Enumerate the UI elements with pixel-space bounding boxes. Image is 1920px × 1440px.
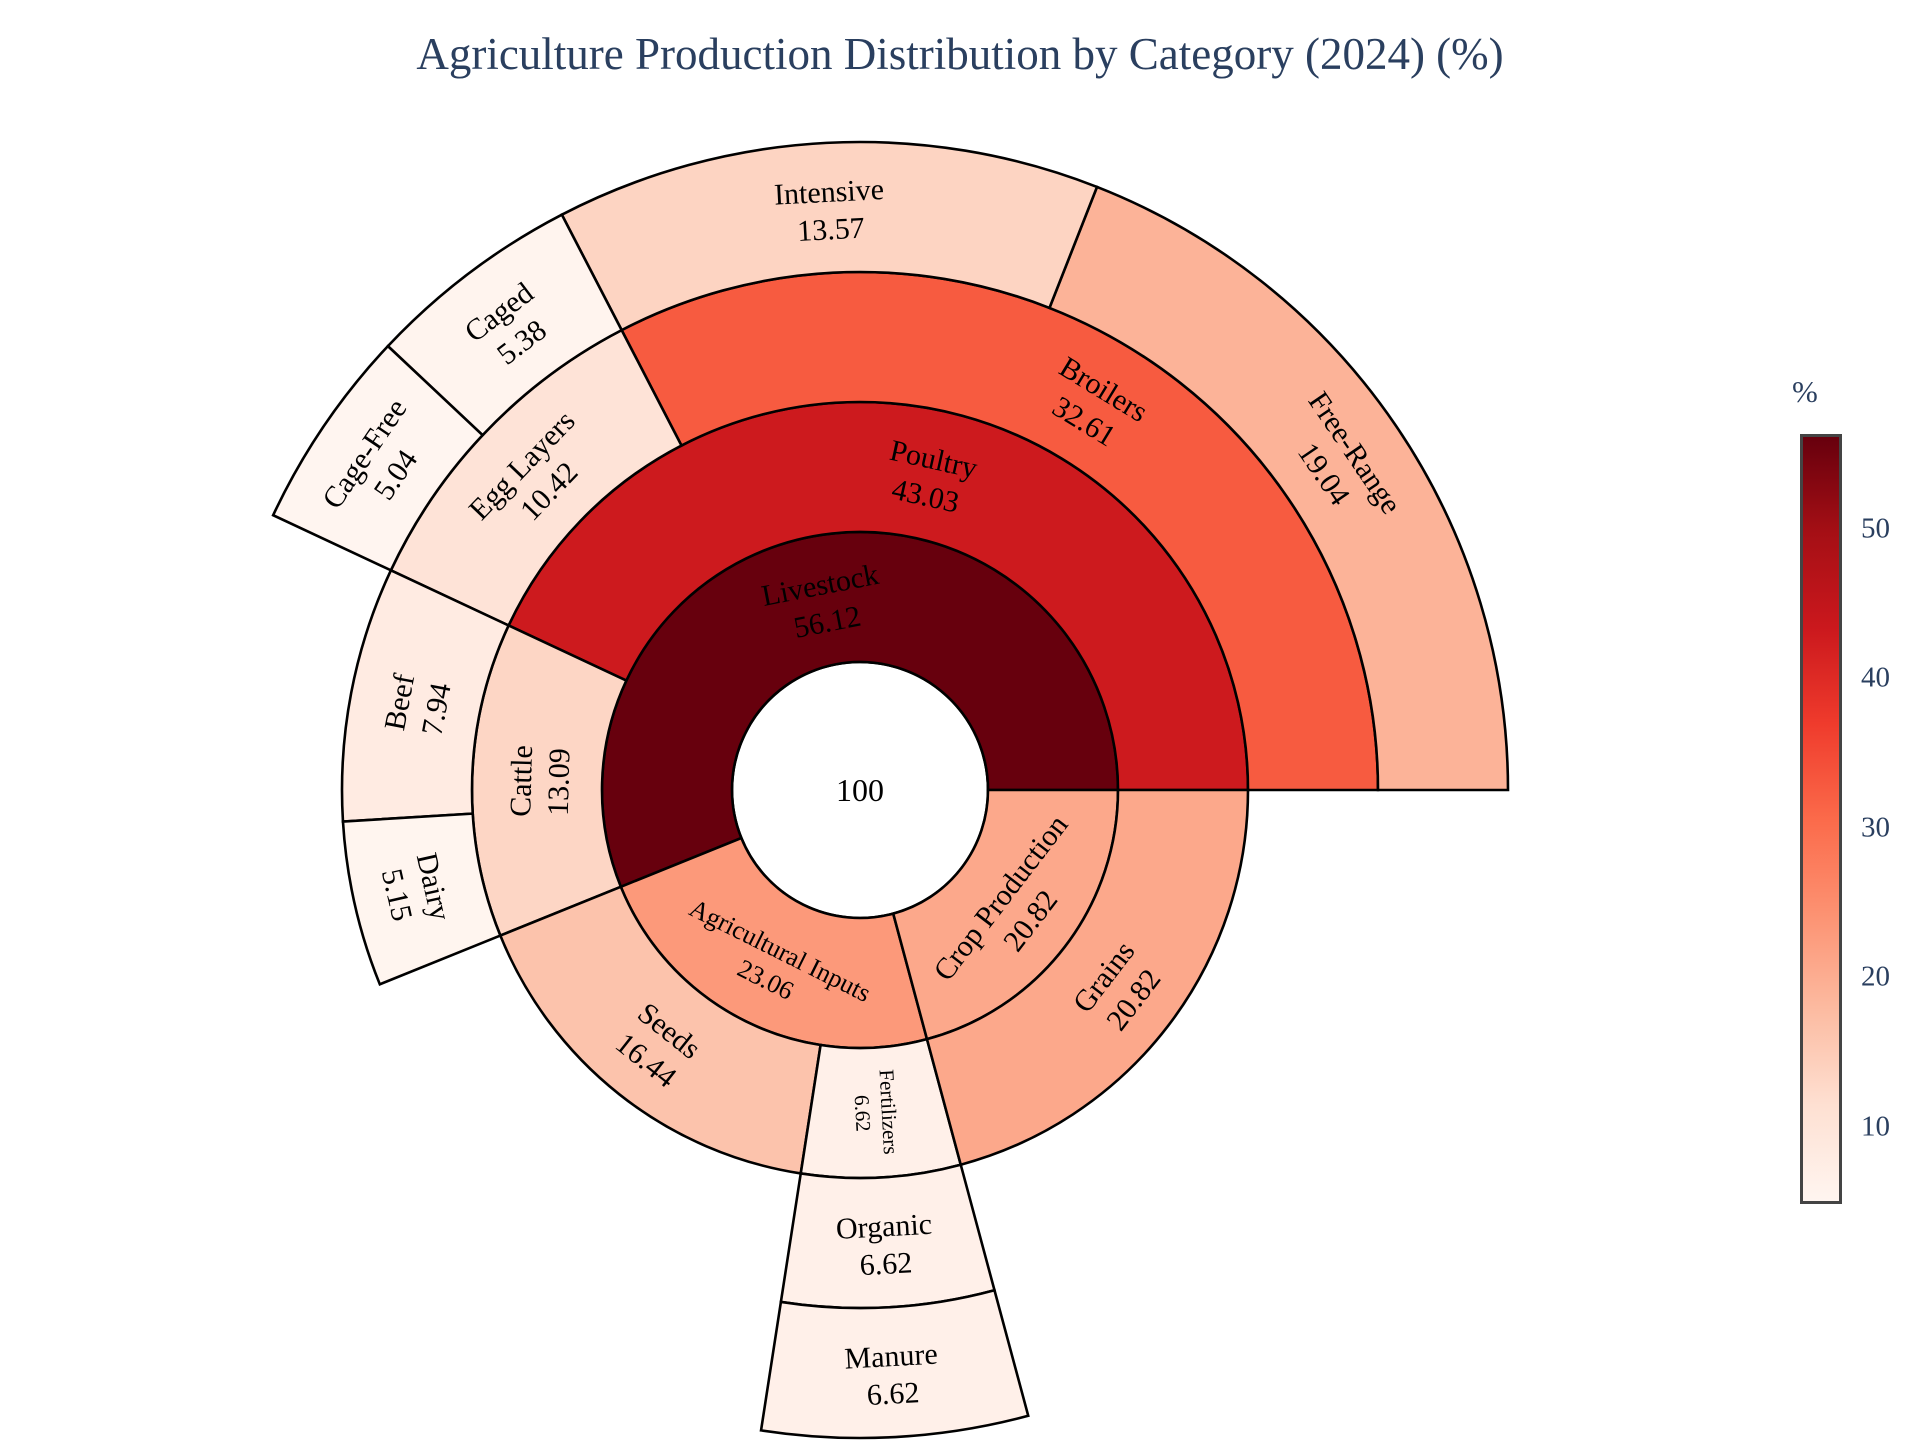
segment-label-intensive: Intensive bbox=[773, 173, 885, 212]
label-group-cattle: Cattle 13.09 bbox=[504, 745, 577, 817]
colorbar-tick-50: 50 bbox=[1861, 512, 1890, 544]
colorbar-tick-20: 20 bbox=[1861, 960, 1890, 993]
chart-title: Agriculture Production Distribution by C… bbox=[416, 29, 1504, 79]
colorbar-tick-10: 10 bbox=[1861, 1110, 1890, 1143]
colorbar-tick-40: 40 bbox=[1861, 661, 1890, 694]
segment-dairy[interactable] bbox=[341, 812, 503, 987]
segment-label-fertilizers: Fertilizers bbox=[874, 1069, 903, 1155]
segment-value-cattle: 13.09 bbox=[542, 748, 577, 816]
center-label: 100 bbox=[836, 772, 884, 808]
segment-label-cattle: Cattle bbox=[504, 745, 539, 817]
colorbar bbox=[1800, 434, 1842, 1204]
segment-manure[interactable] bbox=[759, 1288, 1030, 1440]
segment-cage-free[interactable] bbox=[271, 344, 485, 573]
colorbar-title: % bbox=[1792, 374, 1818, 409]
segment-label-organic: Organic bbox=[835, 1208, 933, 1246]
segment-value-organic: 6.62 bbox=[859, 1246, 913, 1282]
colorbar-tick-30: 30 bbox=[1861, 811, 1890, 844]
segment-grains[interactable] bbox=[925, 788, 1250, 1167]
segment-value-manure: 6.62 bbox=[866, 1376, 920, 1412]
segment-label-manure: Manure bbox=[844, 1338, 939, 1376]
segment-seeds[interactable] bbox=[498, 885, 823, 1175]
segment-value-fertilizers: 6.62 bbox=[850, 1094, 876, 1132]
segment-value-intensive: 13.57 bbox=[796, 212, 865, 248]
